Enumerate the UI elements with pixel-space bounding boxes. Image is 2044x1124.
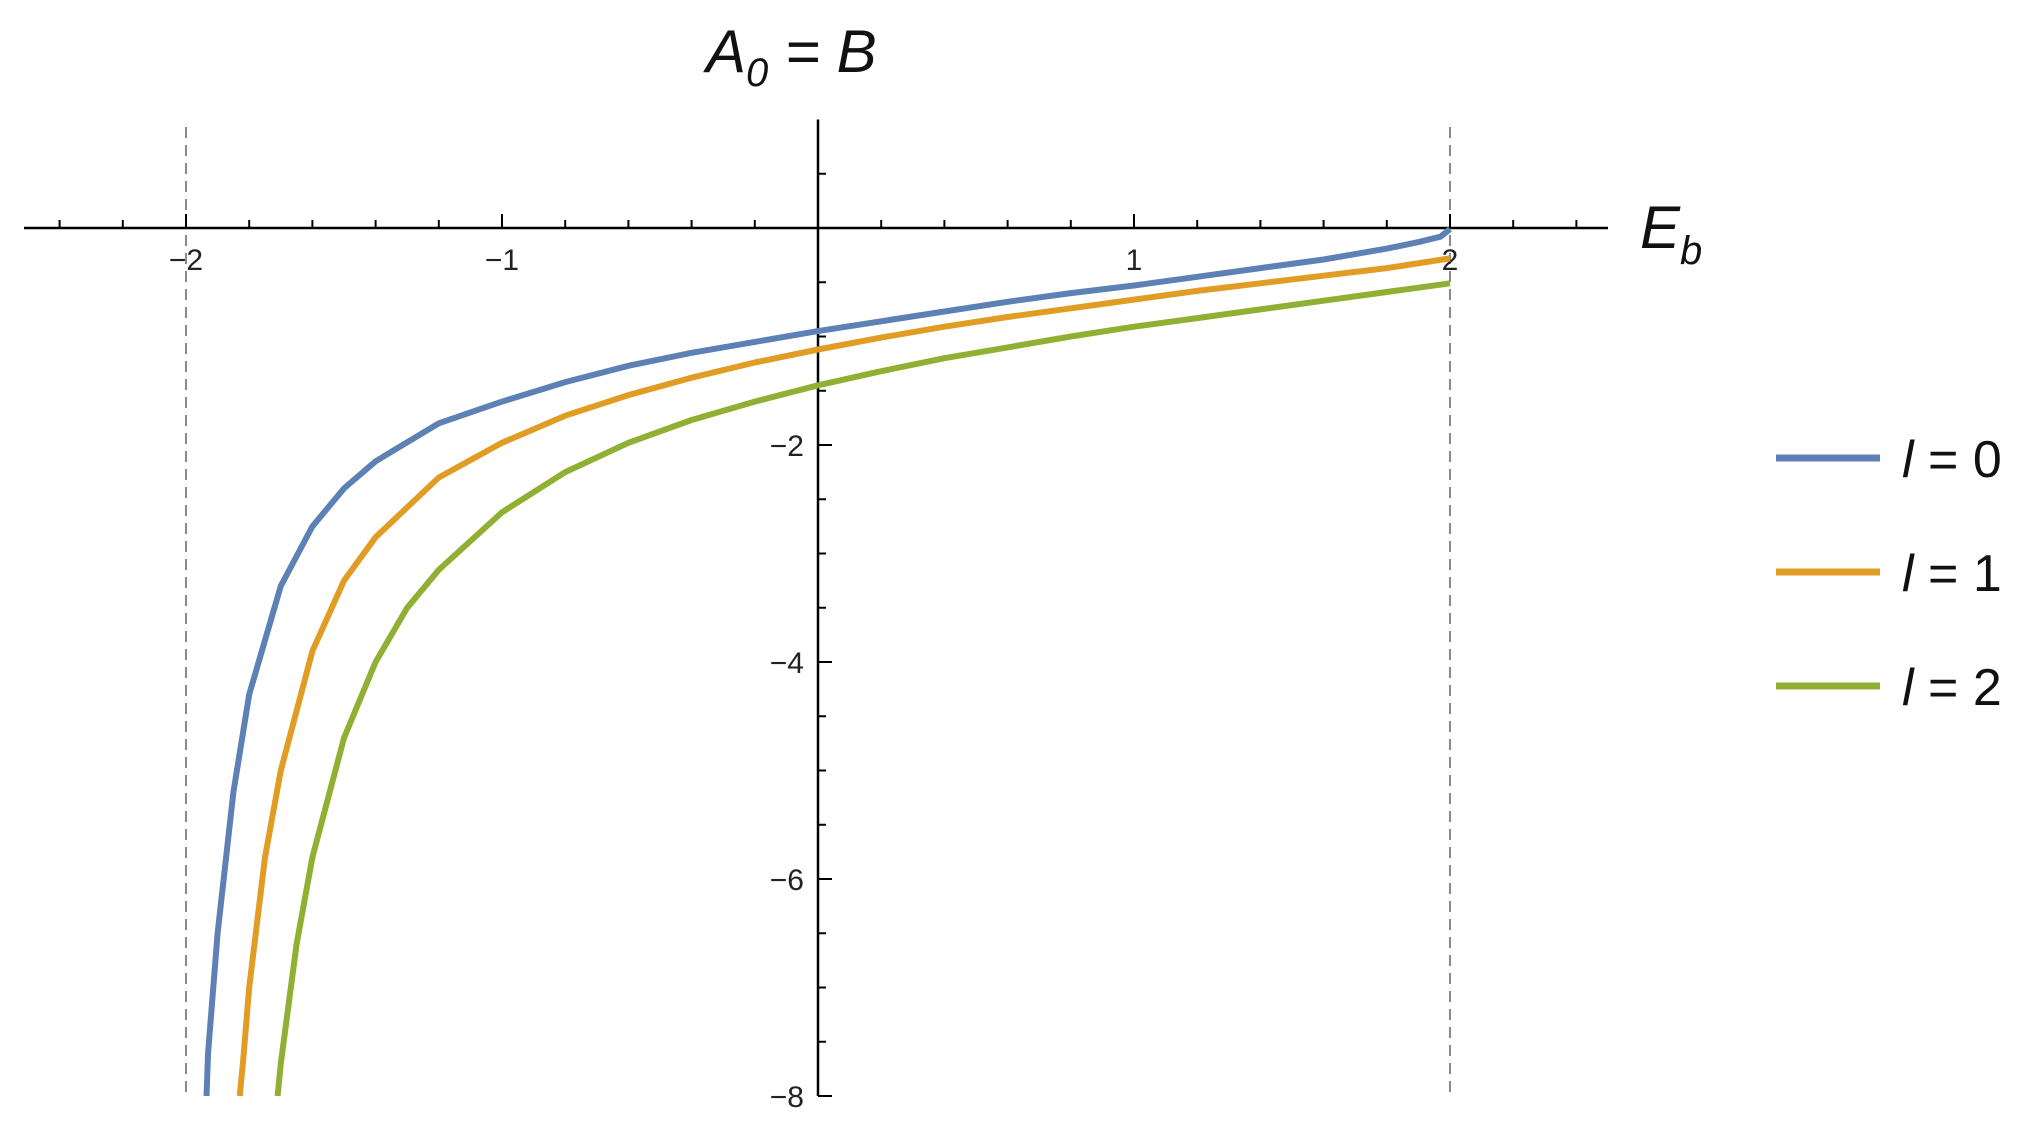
series-line-l1: [236, 255, 1451, 1097]
y-tick-label: −8: [770, 1081, 804, 1114]
legend-label-italic: l: [1902, 545, 1915, 603]
y-tick-label: −2: [770, 430, 804, 463]
axis-tick-labels: −2 −1 1 2−2−4−6−8: [169, 244, 1458, 1114]
y-axis-title-suffix: = B: [768, 18, 876, 85]
x-axis-title: Eb: [1640, 194, 1702, 273]
legend-label-l1: l = 1: [1902, 545, 2002, 603]
x-axis-title-subscript: b: [1680, 229, 1702, 273]
x-tick-label: 1: [1126, 244, 1143, 277]
y-axis-title-subscript: 0: [746, 51, 768, 95]
y-tick-label: −4: [770, 647, 804, 680]
legend-label-rest: = 1: [1914, 545, 2002, 603]
legend: l = 0l = 1l = 2: [1776, 431, 2002, 717]
series-layer: [203, 226, 1452, 1097]
legend-label-rest: = 2: [1914, 659, 2002, 717]
axis-ticks: [58, 172, 1578, 1097]
legend-label-italic: l: [1902, 659, 1915, 717]
legend-label-italic: l: [1902, 431, 1915, 489]
y-tick-label: −6: [770, 864, 804, 897]
series-line-l0: [203, 226, 1452, 1097]
x-axis-title-main: E: [1640, 194, 1681, 261]
y-axis-title-main: A: [703, 18, 746, 85]
y-axis-title: A0 = B: [703, 18, 877, 95]
axes: −2 −1 1 2−2−4−6−8: [24, 119, 1608, 1114]
x-tick-label: −2: [169, 244, 203, 277]
legend-label-l0: l = 0: [1902, 431, 2002, 489]
legend-label-l2: l = 2: [1902, 659, 2002, 717]
legend-label-rest: = 0: [1914, 431, 2002, 489]
series-line-l2: [274, 280, 1451, 1097]
x-tick-label: −1: [485, 244, 519, 277]
